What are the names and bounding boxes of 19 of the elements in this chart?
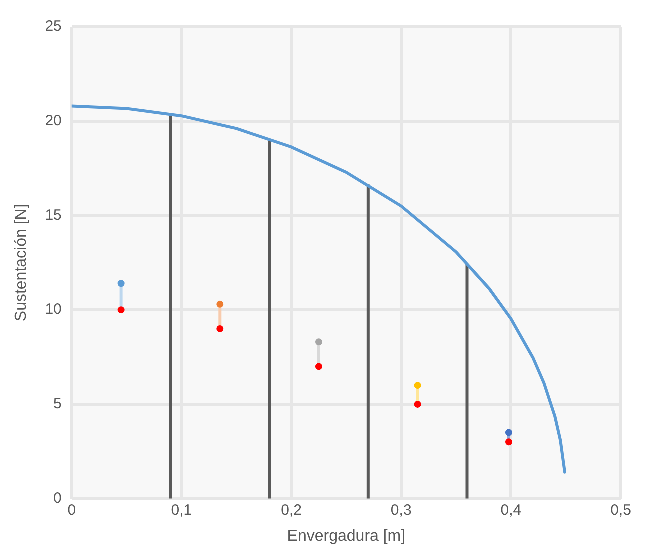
x-tick-label: 0 [68,502,76,519]
point [118,280,125,288]
point [216,300,224,308]
y-tick-label: 0 [54,490,62,507]
y-tick-label: 25 [45,18,62,36]
y-tick-label: 10 [45,301,62,318]
x-tick-label: 0,3 [390,502,412,519]
x-tick-label: 0,5 [610,502,632,519]
y-axis-title: Sustentación [N] [13,204,30,322]
x-axis-title: Envergadura [m] [287,528,406,545]
y-tick-label: 5 [54,396,62,413]
point [505,429,512,436]
x-tick-label: 0,4 [500,502,522,519]
x-tick-label: 0,1 [171,502,192,519]
point [315,338,322,346]
x-tick-label: 0,2 [281,502,302,519]
point [414,382,422,390]
y-tick-label: 20 [45,112,62,130]
y-tick-label: 15 [45,206,62,224]
